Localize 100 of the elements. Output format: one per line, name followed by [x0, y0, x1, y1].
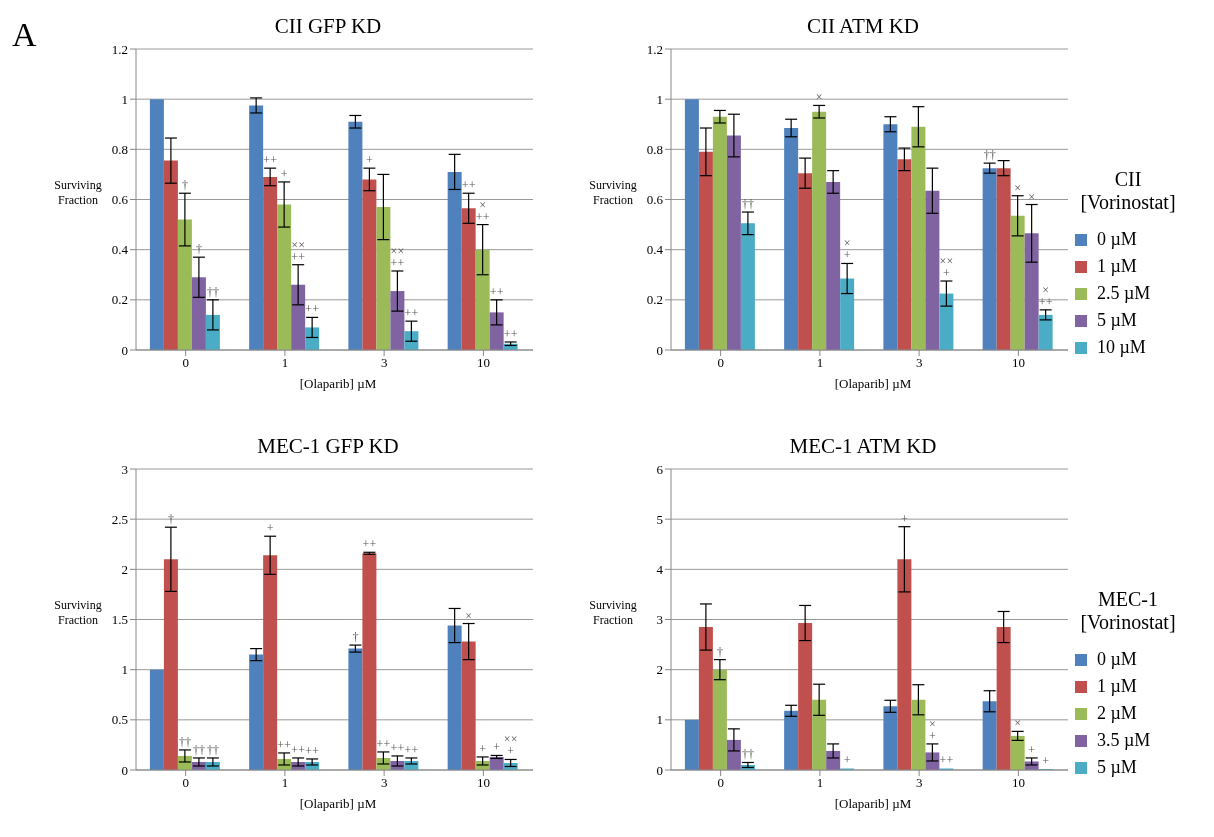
data-label: ×	[1028, 189, 1036, 204]
data-label: × ++	[1038, 282, 1053, 309]
legend-label: 0 µM	[1097, 649, 1137, 670]
data-label: ×	[1014, 180, 1022, 195]
data-label: †	[181, 178, 188, 193]
data-label: ×	[1014, 716, 1022, 731]
data-label: ×× ++	[390, 243, 405, 270]
chart-title: MEC-1 ATM KD	[788, 434, 938, 459]
x-tick-label: 3	[380, 775, 388, 791]
data-label: × ++	[475, 197, 490, 224]
data-label: ††	[983, 148, 996, 163]
y-tick-label: 0	[656, 342, 663, 358]
data-label: ++	[291, 742, 306, 757]
legend-label: 0 µM	[1097, 229, 1137, 250]
data-label: ++	[390, 740, 405, 755]
x-tick-label: 1	[816, 775, 824, 791]
y-tick-label: 0.5	[111, 712, 128, 728]
y-tick-label: 1	[121, 91, 128, 107]
data-label: ++	[404, 742, 419, 757]
y-tick-label: 2	[656, 662, 663, 678]
x-axis-title: [Olaparib] µM	[298, 376, 378, 392]
x-tick-label: 1	[816, 355, 824, 371]
data-label: +	[280, 166, 288, 181]
y-axis-title: Surviving Fraction	[588, 598, 638, 628]
data-label: × +	[929, 716, 936, 743]
y-tick-label: 1	[656, 91, 663, 107]
data-label: +	[901, 511, 908, 526]
y-axis-title: Surviving Fraction	[54, 178, 102, 207]
y-tick-label: 0.4	[646, 242, 664, 258]
y-tick-label: 0	[656, 762, 663, 778]
y-tick-label: 0	[121, 762, 128, 778]
data-label: × +	[843, 236, 851, 263]
y-axis-title: Surviving Fraction	[54, 598, 102, 627]
y-tick-label: 0	[121, 342, 128, 358]
data-label: ×× +	[939, 254, 954, 281]
data-label: ++	[305, 743, 320, 758]
x-tick-label: 0	[717, 355, 724, 371]
data-label: ††	[206, 742, 219, 757]
legend-label: 10 µM	[1097, 337, 1146, 358]
data-label: ++	[461, 178, 476, 193]
data-label: ++	[503, 326, 518, 341]
x-tick-label: 0	[182, 355, 189, 371]
data-label: ++	[362, 537, 377, 552]
legend-label: 5 µM	[1097, 757, 1137, 778]
y-tick-label: 2.5	[111, 511, 128, 527]
data-label: ††	[192, 742, 205, 757]
legend-label: 2.5 µM	[1097, 283, 1151, 304]
data-label: ++	[376, 736, 391, 751]
y-tick-label: 0.6	[646, 192, 664, 208]
y-tick-label: 3	[121, 461, 128, 477]
x-axis-title: [Olaparib] µM	[833, 376, 913, 392]
data-label: ++	[263, 153, 278, 168]
legend-title: CII [Vorinostat]	[1079, 168, 1177, 214]
data-label: +	[366, 153, 373, 168]
y-axis-title: Surviving Fraction	[589, 178, 637, 207]
y-tick-label: 3	[656, 612, 663, 628]
y-tick-label: 0.2	[111, 292, 128, 308]
x-tick-label: 10	[1011, 775, 1025, 791]
legend-label: 5 µM	[1097, 310, 1137, 331]
text: A	[12, 16, 37, 54]
data-label: †	[352, 630, 359, 645]
legend-label: 2 µM	[1097, 703, 1137, 724]
legend-label: 1 µM	[1097, 676, 1137, 697]
data-label: ×× ++	[291, 237, 306, 264]
data-label: ††	[178, 734, 191, 749]
y-tick-label: 1	[656, 712, 663, 728]
data-label: ×	[465, 608, 473, 623]
x-tick-label: 10	[476, 775, 490, 791]
x-tick-label: 3	[915, 775, 923, 791]
data-label: †	[167, 512, 174, 527]
data-label: ×× +	[503, 732, 518, 759]
y-tick-label: 0.2	[646, 292, 663, 308]
chart-title: CII GFP KD	[273, 14, 383, 39]
data-label: ††	[741, 747, 754, 762]
x-tick-label: 1	[281, 775, 289, 791]
data-label: ++	[404, 306, 419, 321]
data-label: ++	[489, 284, 504, 299]
y-tick-label: 1	[121, 662, 128, 678]
data-label: +	[493, 740, 501, 755]
data-label: ††	[206, 284, 219, 299]
chart-title: CII ATM KD	[806, 14, 920, 39]
data-label: +	[1028, 742, 1036, 757]
legend-label: 3.5 µM	[1097, 730, 1151, 751]
y-tick-label: 1.2	[646, 41, 663, 57]
data-label: †	[195, 242, 202, 257]
data-label: †	[716, 644, 723, 659]
x-tick-label: 3	[915, 355, 923, 371]
y-tick-label: 0.8	[646, 141, 663, 157]
x-tick-label: 0	[717, 775, 724, 791]
data-label: +	[479, 741, 487, 756]
data-label: ++	[939, 753, 954, 768]
data-label: +	[266, 521, 274, 536]
data-label: ++	[305, 302, 320, 317]
x-tick-label: 10	[476, 355, 490, 371]
y-tick-label: 1.5	[111, 612, 128, 628]
x-axis-title: [Olaparib] µM	[833, 796, 913, 812]
chart-title: MEC-1 GFP KD	[256, 434, 400, 459]
y-tick-label: 0.4	[111, 242, 129, 258]
x-axis-title: [Olaparib] µM	[298, 796, 378, 812]
y-tick-label: 4	[656, 561, 664, 577]
